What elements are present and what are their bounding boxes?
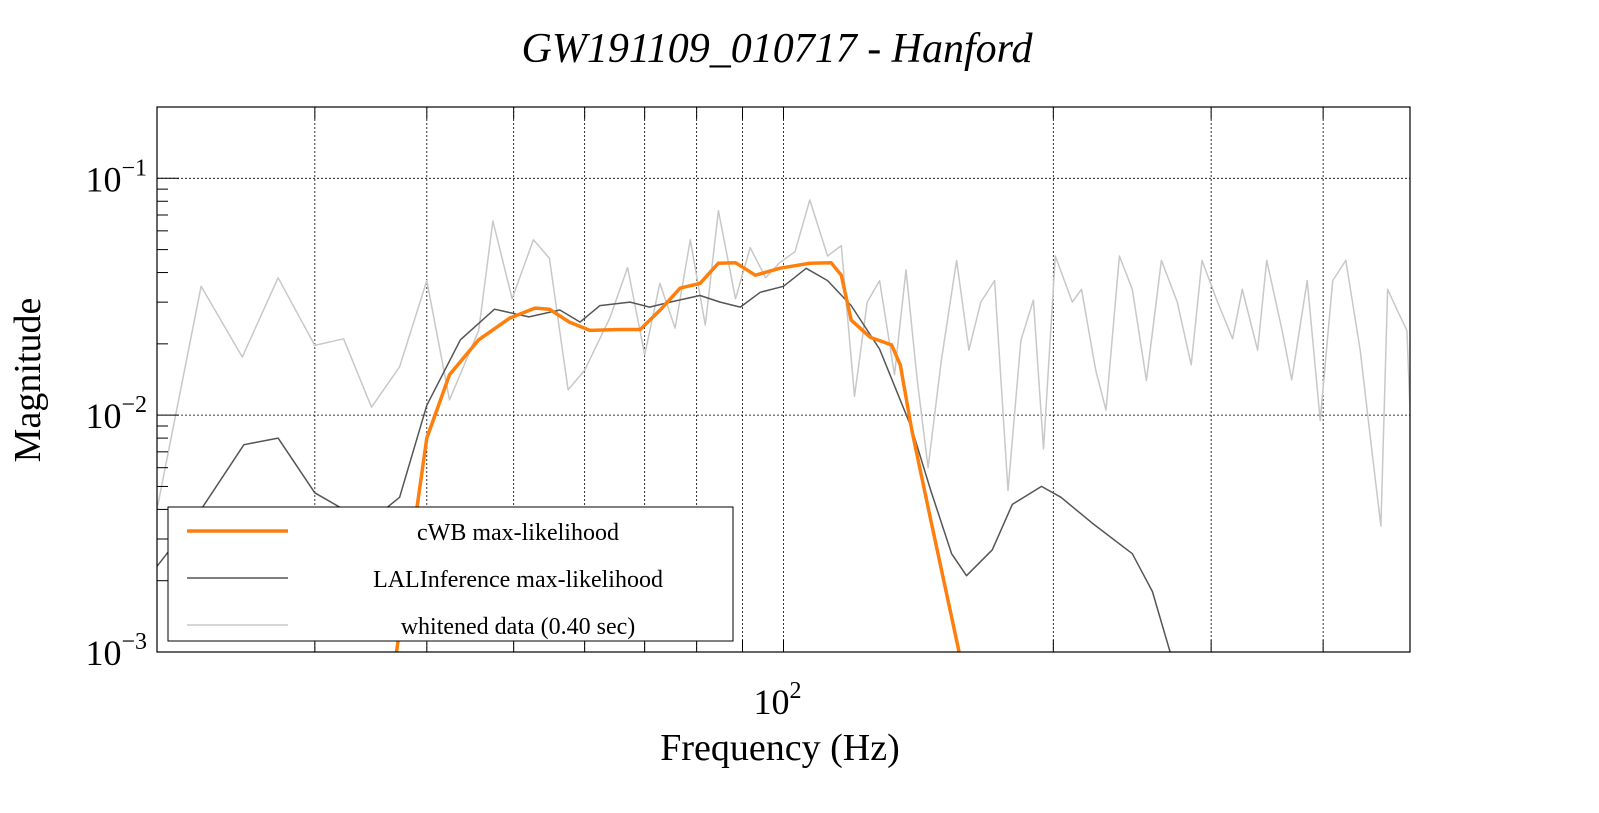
chart-title: GW191109_010717 - Hanford <box>522 26 1034 72</box>
x-axis-label: Frequency (Hz) <box>660 727 900 769</box>
series-line-2 <box>394 260 961 652</box>
ticks: 10−1 10−2 10−3 102 <box>85 106 1324 722</box>
legend-label: whitened data (0.40 sec) <box>401 614 636 640</box>
grid <box>157 107 1410 652</box>
x-tick-label: 102 <box>754 678 802 722</box>
legend-label: LALInference max-likelihood <box>373 567 663 593</box>
legend: cWB max-likelihood LALInference max-likel… <box>167 506 734 642</box>
y-tick-label: 10−2 <box>85 392 147 436</box>
legend-label: cWB max-likelihood <box>417 520 619 546</box>
y-tick-label: 10−1 <box>85 155 147 199</box>
series-line-0 <box>157 199 1410 527</box>
y-tick-label: 10−3 <box>85 629 147 673</box>
y-axis-label: Magnitude <box>7 298 49 463</box>
